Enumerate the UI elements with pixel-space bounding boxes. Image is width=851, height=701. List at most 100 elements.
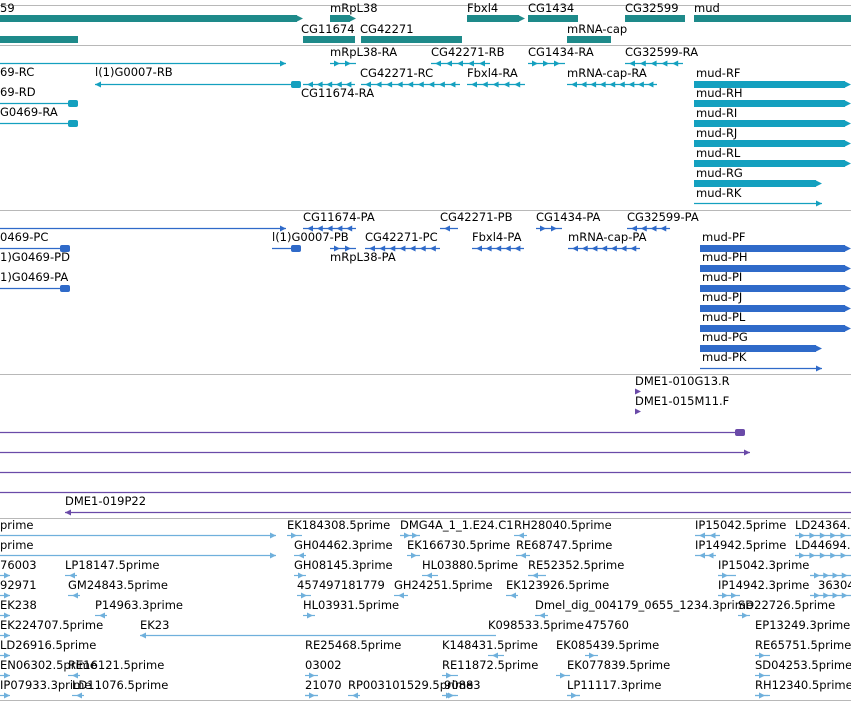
feature-ip15042-3prime[interactable]: IP15042.3prime <box>718 558 809 579</box>
feature-k098533-5prime[interactable]: K098533.5prime <box>488 618 584 659</box>
feature-mud-ri[interactable]: mud-RI <box>694 106 851 127</box>
feature-cg42271-rc[interactable]: CG42271-RC <box>360 66 460 88</box>
feature-ek224707-5prime[interactable]: EK224707.5prime <box>0 618 103 639</box>
feature-gh04462-3prime[interactable]: GH04462.3prime <box>294 538 393 559</box>
feature-prime[interactable]: prime <box>0 518 276 539</box>
feature-re65751-5prime[interactable]: RE65751.5prime <box>755 638 851 679</box>
feature-cg32599-ra[interactable]: CG32599-RA <box>625 45 698 67</box>
feature-mud-rk[interactable]: mud-RK <box>694 186 822 207</box>
feature-unlabeled[interactable] <box>0 429 745 436</box>
feature-mud-rl[interactable]: mud-RL <box>694 146 851 167</box>
feature-cg42271-pc[interactable]: CG42271-PC <box>365 230 440 252</box>
feature-fbxl4[interactable]: Fbxl4 <box>467 1 525 22</box>
feature-ld26916-5prime[interactable]: LD26916.5prime <box>0 638 96 659</box>
feature-dmg4a-1-1-e24-c1[interactable]: DMG4A_1_1.E24.C1 <box>400 518 514 539</box>
feature-cg42271-rb[interactable]: CG42271-RB <box>431 45 505 67</box>
feature-k148431-5prime[interactable]: K148431.5prime <box>442 638 538 679</box>
feature-mud-pi[interactable]: mud-PI <box>700 270 851 292</box>
feature-cg32599-pa[interactable]: CG32599-PA <box>627 210 699 232</box>
feature-l-1-g0007-pb[interactable]: l(1)G0007-PB <box>272 230 349 252</box>
feature-69-rc[interactable]: 69-RC <box>0 60 286 80</box>
feature-mrpl38-pa[interactable]: mRpL38-PA <box>330 245 396 265</box>
feature-1-g0469-pd[interactable]: 1)G0469-PD <box>0 245 70 264</box>
feature-cg11674-pa[interactable]: CG11674-PA <box>303 210 375 232</box>
feature-76003[interactable]: 76003 <box>0 558 37 579</box>
feature-dme1-010g13-r[interactable]: DME1-010G13.R <box>635 374 730 395</box>
feature-unlabeled[interactable] <box>0 36 78 43</box>
feature-59[interactable]: 59 <box>0 1 303 22</box>
feature-cg11674-ra[interactable]: CG11674-RA <box>301 81 374 101</box>
feature-21070[interactable]: 21070 <box>305 678 342 699</box>
feature-1-g0469-pa[interactable]: 1)G0469-PA <box>0 270 70 292</box>
feature-dme1-015m11-f[interactable]: DME1-015M11.F <box>635 394 729 415</box>
feature-re25468-5prime[interactable]: RE25468.5prime <box>305 638 401 679</box>
feature-gm24843-5prime[interactable]: GM24843.5prime <box>68 578 168 599</box>
feature-cg1434-ra[interactable]: CG1434-RA <box>528 45 594 67</box>
feature-sd22726-5prime[interactable]: SD22726.5prime <box>738 598 835 619</box>
feature-ip07933-3prime[interactable]: IP07933.3prime <box>0 678 91 699</box>
feature-457497181779[interactable]: 457497181779 <box>297 578 385 599</box>
feature-ip14942-5prime[interactable]: IP14942.5prime <box>695 538 786 559</box>
feature-ep13249-3prime[interactable]: EP13249.3prime <box>755 618 850 659</box>
feature-fbxl4-pa[interactable]: Fbxl4-PA <box>472 230 524 252</box>
feature-ek23[interactable]: EK23 <box>140 618 496 639</box>
feature-l-1-g0007-rb[interactable]: l(1)G0007-RB <box>95 65 301 88</box>
feature-cg11674[interactable]: CG11674 <box>301 22 355 43</box>
feature-ip15042-5prime[interactable]: IP15042.5prime <box>695 518 786 539</box>
feature-0469-pc[interactable]: 0469-PC <box>0 225 286 245</box>
feature-mrpl38-ra[interactable]: mRpL38-RA <box>330 45 397 67</box>
feature-90883[interactable]: 90883 <box>444 678 481 699</box>
feature-mud-pg[interactable]: mud-PG <box>700 330 822 352</box>
feature-mud-pl[interactable]: mud-PL <box>700 310 851 332</box>
feature-unlabeled[interactable] <box>0 449 750 456</box>
feature-gh08145-3prime[interactable]: GH08145.3prime <box>294 558 393 579</box>
feature-mud-rg[interactable]: mud-RG <box>694 166 822 187</box>
feature-cg1434-pa[interactable]: CG1434-PA <box>536 210 601 232</box>
feature-ip14942-3prime[interactable]: IP14942.3prime <box>718 578 809 599</box>
feature-mrpl38[interactable]: mRpL38 <box>330 1 378 22</box>
feature-92971[interactable]: 92971 <box>0 578 37 599</box>
feature-prime[interactable]: prime <box>0 538 276 559</box>
feature-mud-rj[interactable]: mud-RJ <box>694 126 851 147</box>
feature-dmel-dig-004179-0655-1234-3prime[interactable]: Dmel_dig_004179_0655_1234.3prime <box>535 598 753 619</box>
feature-re16121-5prime[interactable]: RE16121.5prime <box>68 658 164 679</box>
feature-mud[interactable]: mud <box>694 1 851 22</box>
feature-cg1434[interactable]: CG1434 <box>528 1 578 22</box>
feature-ld44694-[interactable]: LD44694. <box>795 538 851 559</box>
feature-ek085439-5prime[interactable]: EK085439.5prime <box>556 638 659 679</box>
feature-p14963-3prime[interactable]: P14963.3prime <box>95 598 183 619</box>
feature-mud-pk[interactable]: mud-PK <box>700 350 822 372</box>
feature-mud-rh[interactable]: mud-RH <box>694 86 851 107</box>
feature-re52352-5prime[interactable]: RE52352.5prime <box>528 558 624 579</box>
feature-cg32599[interactable]: CG32599 <box>625 1 685 22</box>
feature-ek184308-5prime[interactable]: EK184308.5prime <box>287 518 390 539</box>
feature-mud-pf[interactable]: mud-PF <box>700 230 851 252</box>
feature-rh12340-5prime[interactable]: RH12340.5prime <box>755 678 851 699</box>
feature-cg42271[interactable]: CG42271 <box>360 22 462 43</box>
feature-363046[interactable]: 363046 <box>810 578 851 599</box>
feature-rp003101529-5prime[interactable]: RP003101529.5prime <box>348 678 473 699</box>
feature-ek166730-5prime[interactable]: EK166730.5prime <box>407 538 510 559</box>
feature-mrna-cap[interactable]: mRNA-cap <box>567 22 627 43</box>
feature-mud-ph[interactable]: mud-PH <box>700 250 851 272</box>
feature-ld11076-5prime[interactable]: LD11076.5prime <box>72 678 168 699</box>
feature-dme1-019p22[interactable]: DME1-019P22 <box>65 494 851 516</box>
feature-en06302-5prime[interactable]: EN06302.5prime <box>0 658 97 679</box>
feature-ek123926-5prime[interactable]: EK123926.5prime <box>506 578 609 599</box>
feature-ek238[interactable]: EK238 <box>0 598 37 619</box>
feature-hl03880-5prime[interactable]: HL03880.5prime <box>422 558 518 579</box>
feature-hl03931-5prime[interactable]: HL03931.5prime <box>303 598 399 619</box>
feature-fbxl4-ra[interactable]: Fbxl4-RA <box>467 66 525 88</box>
feature-rh28040-5prime[interactable]: RH28040.5prime <box>514 518 612 539</box>
feature-lp11117-3prime[interactable]: LP11117.3prime <box>567 678 661 699</box>
feature-mud-rf[interactable]: mud-RF <box>694 66 851 88</box>
feature-69-rd[interactable]: 69-RD <box>0 85 78 107</box>
feature-re68747-5prime[interactable]: RE68747.5prime <box>516 538 612 559</box>
feature-475760[interactable]: 475760 <box>585 618 629 659</box>
feature-cg42271-pb[interactable]: CG42271-PB <box>440 210 513 232</box>
feature-lp18147-5prime[interactable]: LP18147.5prime <box>65 558 159 579</box>
feature-gh24251-5prime[interactable]: GH24251.5prime <box>394 578 493 599</box>
feature-mrna-cap-ra[interactable]: mRNA-cap-RA <box>567 66 657 88</box>
